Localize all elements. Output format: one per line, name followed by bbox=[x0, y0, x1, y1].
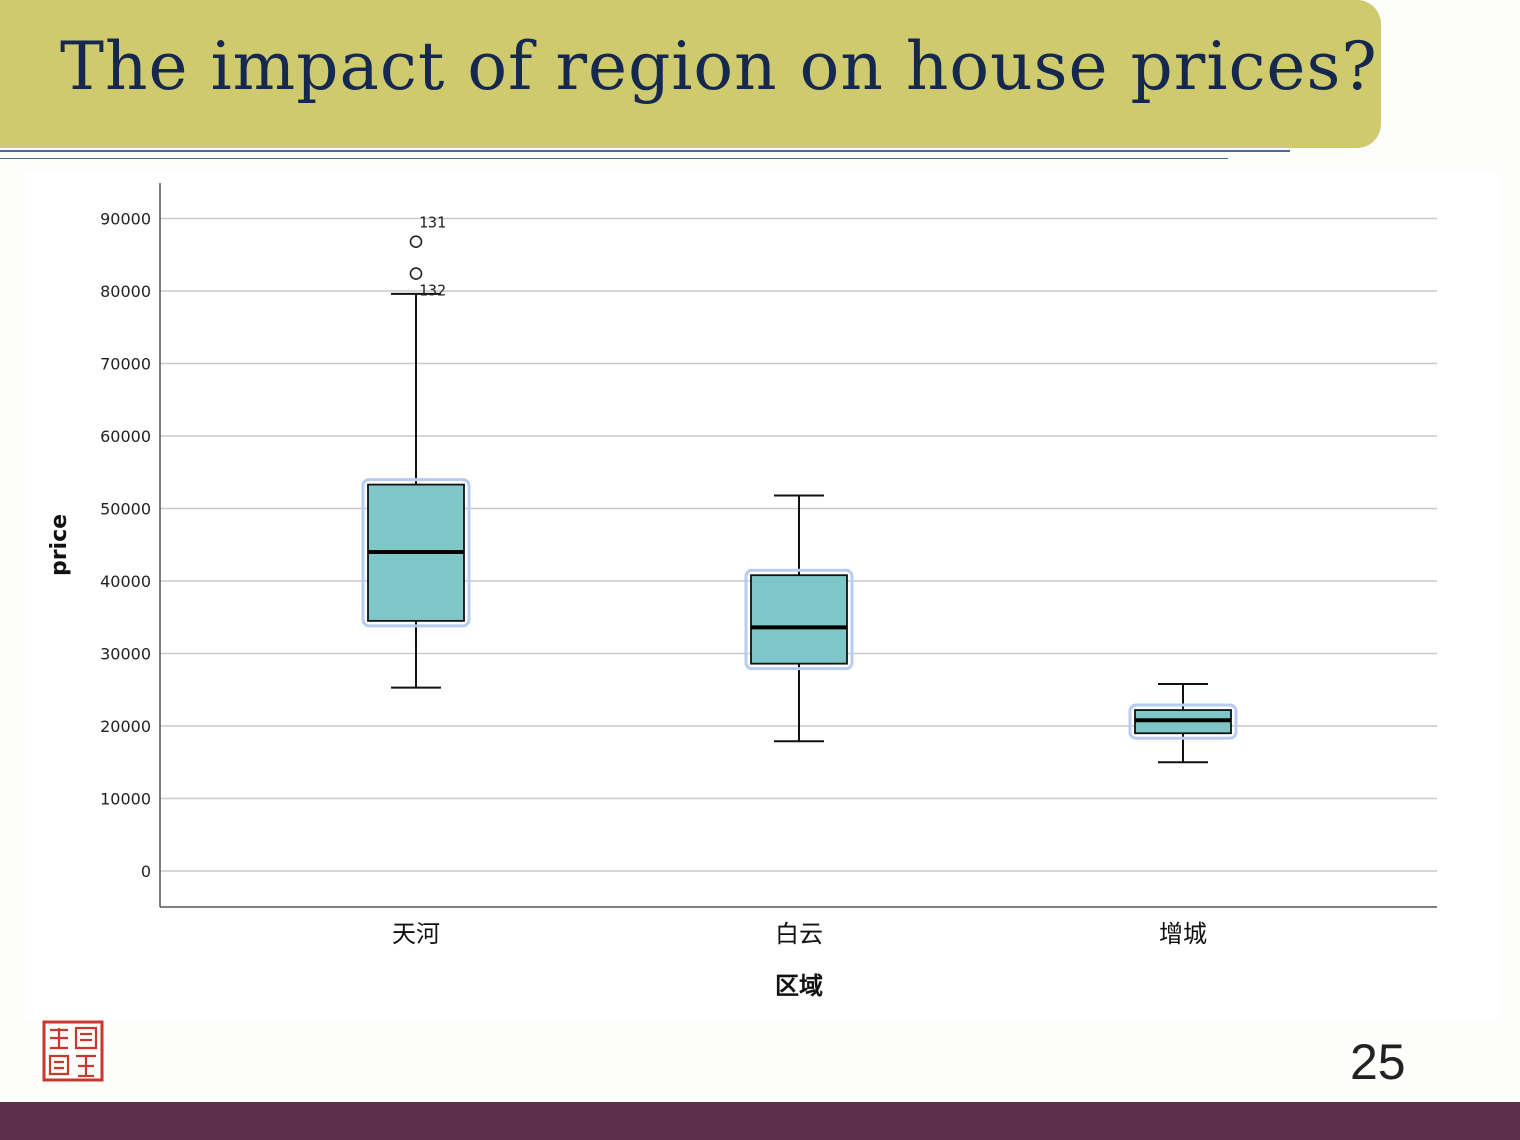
outlier-label: 131 bbox=[419, 214, 446, 232]
y-tick-label: 70000 bbox=[100, 355, 151, 374]
x-tick-label: 天河 bbox=[392, 920, 440, 948]
y-tick-label: 10000 bbox=[100, 790, 151, 809]
box-group bbox=[744, 494, 854, 743]
box-highlight bbox=[744, 568, 854, 671]
x-axis-label: 区域 bbox=[775, 972, 823, 1000]
x-tick-label: 白云 bbox=[775, 920, 823, 948]
y-tick-label: 40000 bbox=[100, 572, 151, 591]
box-group bbox=[1128, 682, 1238, 764]
outlier-label: 132 bbox=[419, 282, 446, 300]
box-highlight bbox=[361, 478, 471, 628]
title-rule-thin bbox=[0, 158, 1228, 159]
boxplot-chart: 0 10000 20000 30000 40000 50000 60000 70000 8000… bbox=[47, 183, 1437, 1000]
seal-logo bbox=[42, 1020, 104, 1082]
outlier-point bbox=[409, 267, 423, 280]
outlier-point bbox=[409, 235, 423, 248]
y-tick-label: 0 bbox=[141, 862, 151, 881]
box-highlight bbox=[1128, 703, 1238, 740]
page-number: 25 bbox=[1350, 1034, 1406, 1090]
title-band bbox=[0, 0, 1381, 148]
slide-title: The impact of region on house prices? bbox=[60, 28, 1378, 105]
axes: 0 10000 20000 30000 40000 50000 60000 70000 8000… bbox=[100, 183, 1437, 948]
y-tick-label: 90000 bbox=[100, 210, 151, 229]
y-tick-label: 20000 bbox=[100, 717, 151, 736]
x-tick-label: 增城 bbox=[1159, 920, 1207, 948]
box-group: 131 132 bbox=[361, 214, 471, 689]
y-tick-label: 50000 bbox=[100, 500, 151, 519]
y-axis-label: price bbox=[47, 514, 72, 576]
footer-band bbox=[0, 1102, 1520, 1140]
boxes: 131 132 bbox=[361, 214, 1238, 764]
y-tick-label: 60000 bbox=[100, 427, 151, 446]
y-tick-label: 80000 bbox=[100, 282, 151, 301]
y-tick-label: 30000 bbox=[100, 645, 151, 664]
box-iqr bbox=[750, 574, 848, 665]
title-rule bbox=[0, 150, 1290, 152]
